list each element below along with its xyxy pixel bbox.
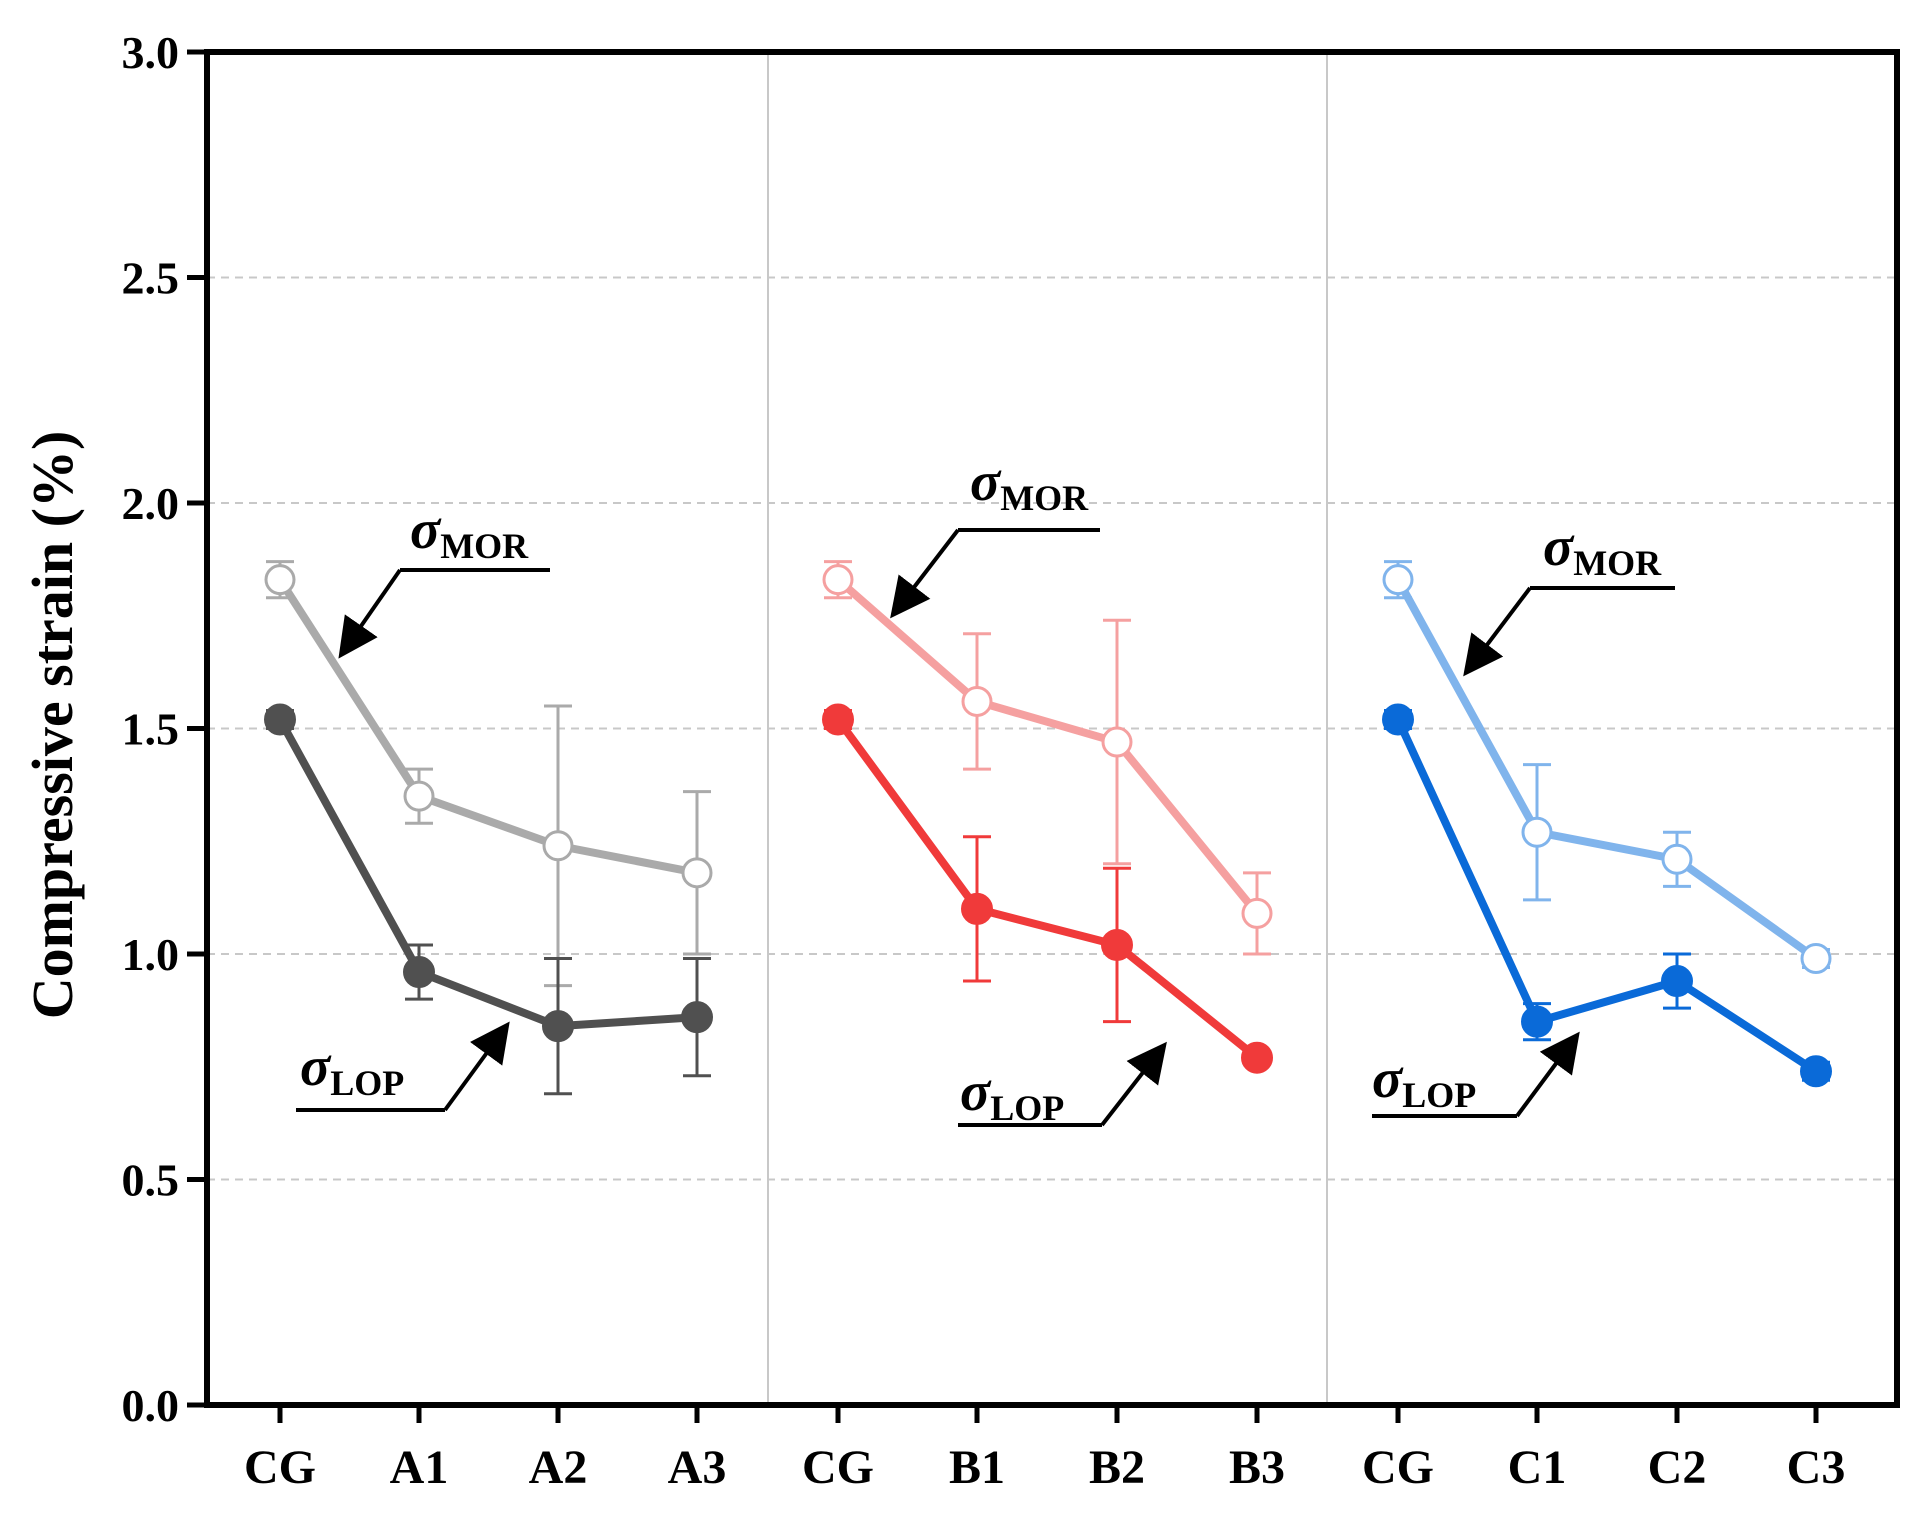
y-tick-label: 3.0 [122, 27, 180, 78]
sigma-symbol: σ [410, 499, 442, 561]
y-tick-label: 1.5 [122, 704, 180, 755]
data-point-lop [681, 1001, 713, 1034]
annotation-label-lop: σLOP [1372, 1048, 1476, 1115]
data-point-mor [542, 830, 574, 862]
data-point-lop [1382, 703, 1414, 736]
annotation-arrow [890, 528, 960, 619]
y-tick-label: 1.0 [122, 929, 180, 980]
y-tick-label: 2.5 [122, 253, 180, 304]
sigma-symbol: σ [960, 1061, 992, 1123]
annotation-arrow [443, 1021, 510, 1112]
series-line-mor [1394, 577, 1819, 962]
data-point-mor [1661, 843, 1693, 875]
grid-lines [207, 276, 1897, 1181]
x-tick-label: B1 [949, 1441, 1005, 1494]
annotation-label-mor: σMOR [970, 451, 1089, 518]
annotation-label-lop: σLOP [300, 1036, 404, 1103]
x-tick-label: A1 [390, 1441, 449, 1494]
x-tick-label: CG [1362, 1441, 1434, 1494]
y-axis-title: Compressive strain (%) [20, 431, 85, 1020]
sigma-subscript: LOP [990, 1088, 1064, 1128]
x-tick-label: C2 [1648, 1441, 1707, 1494]
data-point-mor [681, 857, 713, 889]
sigma-subscript: MOR [440, 526, 529, 566]
sigma-symbol: σ [300, 1036, 332, 1098]
sigma-subscript: MOR [1573, 543, 1662, 583]
data-point-mor [1101, 726, 1133, 758]
series-line-mor [835, 576, 1261, 916]
annotation-label-mor: σMOR [1543, 516, 1662, 583]
x-tick-label: CG [244, 1441, 316, 1494]
data-point-lop [1101, 928, 1133, 961]
x-tick-label: A3 [668, 1441, 727, 1494]
series-line-lop [834, 717, 1260, 1061]
data-point-mor [264, 564, 296, 596]
data-point-lop [961, 892, 993, 925]
y-tick-label: 0.0 [122, 1380, 180, 1431]
series-line-mor [276, 577, 698, 877]
annotation-arrow [338, 568, 402, 659]
data-point-mor [1800, 943, 1832, 975]
series-layer [264, 560, 1832, 1096]
data-point-mor [961, 685, 993, 717]
data-point-mor [822, 564, 854, 596]
sigma-symbol: σ [1543, 516, 1575, 578]
data-point-lop [403, 956, 435, 989]
x-tick-label: B2 [1089, 1441, 1145, 1494]
sigma-subscript: LOP [330, 1063, 404, 1103]
x-tick-label: A2 [529, 1441, 588, 1494]
data-point-mor [403, 780, 435, 812]
x-tick-label: C3 [1787, 1441, 1846, 1494]
data-point-lop [542, 1010, 574, 1043]
x-tick-label: C1 [1508, 1441, 1567, 1494]
series-line-lop [1394, 717, 1819, 1075]
data-point-lop [1241, 1041, 1273, 1074]
data-point-mor [1241, 897, 1273, 929]
data-point-lop [1800, 1055, 1832, 1088]
y-tick-label: 0.5 [122, 1155, 180, 1206]
tick-labels: 0.0 0.5 1.0 1.5 2.0 2.5 3.0 CG A1 A2 A3 CG B1 B2 B3 CG C… [122, 27, 1846, 1494]
x-tick-label: CG [802, 1441, 874, 1494]
annotation-label-mor: σMOR [410, 499, 529, 566]
sigma-symbol: σ [1372, 1048, 1404, 1110]
y-tick-label: 2.0 [122, 478, 180, 529]
series-line-lop [276, 717, 698, 1031]
annotation-arrow [1100, 1041, 1167, 1127]
data-point-lop [822, 703, 854, 736]
x-tick-label: B3 [1229, 1441, 1285, 1494]
group-separators [767, 52, 1328, 1405]
sigma-subscript: LOP [1402, 1075, 1476, 1115]
annotation-arrow [1463, 586, 1532, 677]
data-point-lop [1521, 1005, 1553, 1038]
data-point-lop [1661, 965, 1693, 998]
axes [187, 49, 1900, 1423]
data-point-mor [1521, 816, 1553, 848]
data-point-lop [264, 703, 296, 736]
annotation-label-lop: σLOP [960, 1061, 1064, 1128]
annotation-arrow [1515, 1031, 1580, 1118]
data-point-mor [1382, 564, 1414, 596]
sigma-subscript: MOR [1000, 478, 1089, 518]
sigma-symbol: σ [970, 451, 1002, 513]
